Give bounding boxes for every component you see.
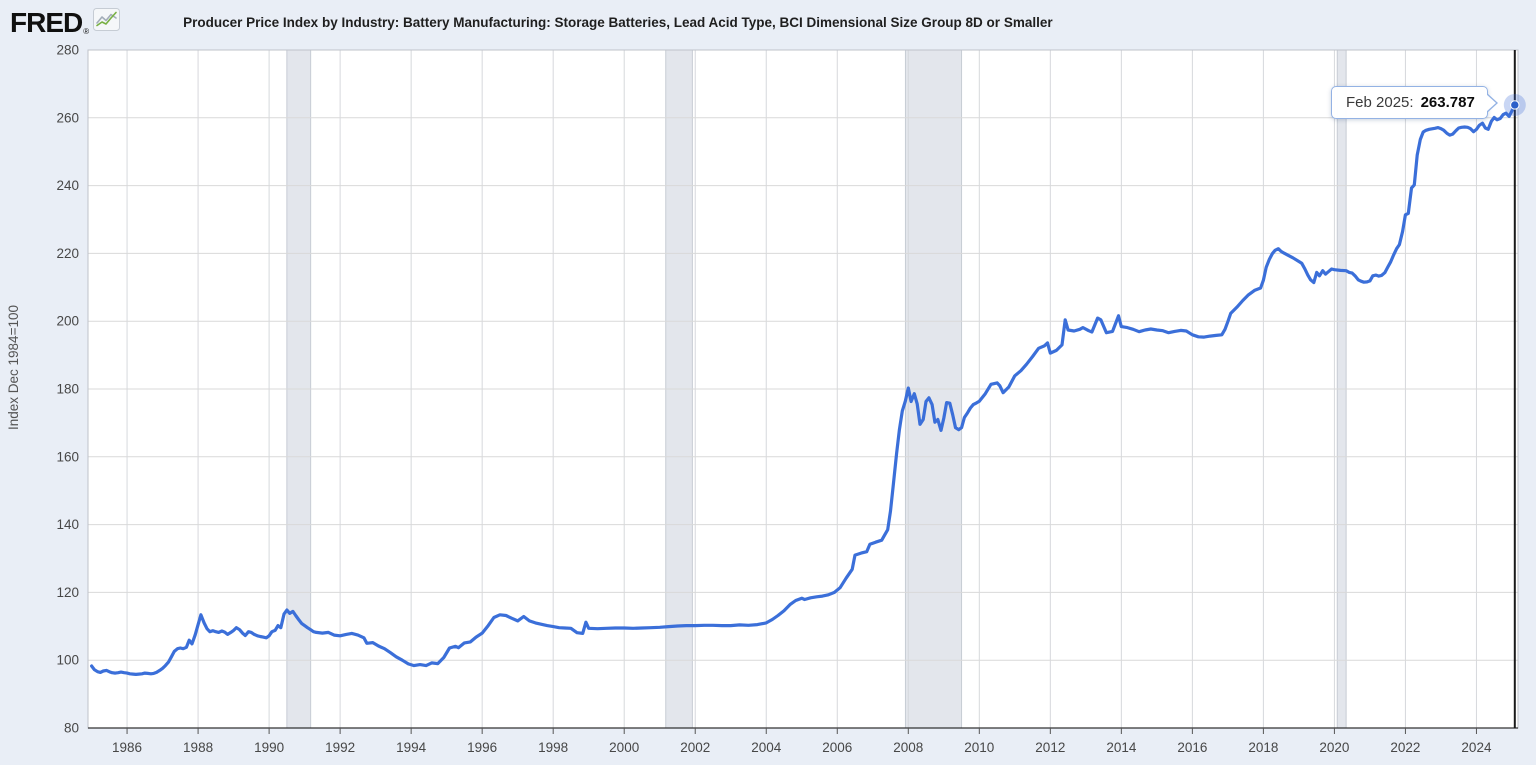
svg-text:2002: 2002 <box>680 740 710 755</box>
svg-text:140: 140 <box>56 517 79 532</box>
svg-text:1992: 1992 <box>325 740 355 755</box>
svg-text:220: 220 <box>56 246 79 261</box>
chart-header: FRED ® Producer Price Index by Industry:… <box>0 0 1536 44</box>
series-line[interactable] <box>90 103 1517 676</box>
svg-text:1994: 1994 <box>396 740 427 755</box>
svg-text:240: 240 <box>56 178 79 193</box>
svg-text:2012: 2012 <box>1035 740 1065 755</box>
svg-text:280: 280 <box>56 43 79 58</box>
tooltip-date-label: Feb 2025: <box>1346 94 1414 111</box>
x-axis-ticks <box>126 728 1477 734</box>
svg-text:2018: 2018 <box>1248 740 1278 755</box>
svg-text:2004: 2004 <box>751 740 782 755</box>
svg-text:1988: 1988 <box>183 740 213 755</box>
svg-text:1990: 1990 <box>254 740 284 755</box>
svg-text:260: 260 <box>56 110 79 125</box>
x-axis-labels: 1986 1988 1990 1992 1994 1996 1998 2000 2002 2004… <box>112 740 1492 755</box>
svg-text:200: 200 <box>56 314 79 329</box>
y-axis-title: Index Dec 1984=100 <box>6 305 21 430</box>
svg-text:2006: 2006 <box>822 740 852 755</box>
svg-text:80: 80 <box>64 721 79 736</box>
svg-text:160: 160 <box>56 449 79 464</box>
series-legend[interactable]: Producer Price Index by Industry: Batter… <box>148 15 1052 30</box>
svg-text:2000: 2000 <box>609 740 639 755</box>
svg-text:2008: 2008 <box>893 740 923 755</box>
svg-text:2010: 2010 <box>964 740 994 755</box>
legend-line-swatch <box>148 21 174 24</box>
y-axis-labels: 80 100 120 140 160 180 200 220 240 260 280 <box>56 43 79 736</box>
svg-text:180: 180 <box>56 382 79 397</box>
fred-logo[interactable]: FRED ® <box>10 6 121 38</box>
svg-text:2020: 2020 <box>1319 740 1349 755</box>
svg-text:2014: 2014 <box>1106 740 1137 755</box>
svg-text:1996: 1996 <box>467 740 497 755</box>
fred-registered-mark: ® <box>83 26 90 36</box>
hover-tooltip: Feb 2025: 263.787 <box>1331 86 1498 119</box>
legend-label: Producer Price Index by Industry: Batter… <box>183 14 1053 30</box>
sparkline-icon <box>93 7 121 36</box>
hover-point[interactable] <box>1503 93 1526 116</box>
svg-text:120: 120 <box>56 585 79 600</box>
tooltip-value: 263.787 <box>1420 94 1475 111</box>
fred-logo-text: FRED <box>10 6 83 38</box>
svg-text:100: 100 <box>56 653 79 668</box>
svg-text:2022: 2022 <box>1390 740 1420 755</box>
svg-text:1986: 1986 <box>112 740 142 755</box>
svg-text:1998: 1998 <box>538 740 568 755</box>
svg-text:2016: 2016 <box>1177 740 1207 755</box>
svg-text:2024: 2024 <box>1461 740 1492 755</box>
